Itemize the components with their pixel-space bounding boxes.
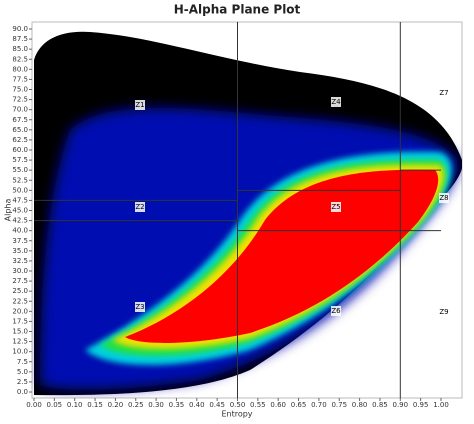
y-tick-label: 32.5 xyxy=(12,257,28,265)
zone-label: Z6 xyxy=(331,307,341,315)
y-tick-label: 12.5 xyxy=(12,338,28,346)
y-tick-label: 7.5 xyxy=(17,358,28,366)
zone-label: Z1 xyxy=(135,101,144,109)
y-tick-label: 55.0 xyxy=(12,166,28,174)
zone-label-bg xyxy=(439,193,449,203)
y-tick-label: 90.0 xyxy=(12,25,28,33)
x-tick-label: 1.00 xyxy=(433,401,449,409)
zone-label-bg xyxy=(331,202,341,212)
y-tick-label: 65.0 xyxy=(12,126,28,134)
x-tick-label: 0.40 xyxy=(189,401,205,409)
y-tick-label: 0.0 xyxy=(17,388,28,396)
x-tick-label: 0.95 xyxy=(413,401,429,409)
y-tick-label: 82.5 xyxy=(12,55,28,63)
x-tick-label: 0.45 xyxy=(209,401,225,409)
x-tick-label: 0.90 xyxy=(393,401,409,409)
zone-label-bg xyxy=(331,97,341,107)
x-tick-label: 0.15 xyxy=(87,401,103,409)
y-tick-label: 35.0 xyxy=(12,247,28,255)
x-tick-label: 0.50 xyxy=(230,401,246,409)
y-tick-label: 15.0 xyxy=(12,328,28,336)
y-tick-label: 20.0 xyxy=(12,307,28,315)
zone-label: Z3 xyxy=(135,303,144,311)
x-axis-label: Entropy xyxy=(221,410,252,419)
x-tick-label: 0.85 xyxy=(372,401,388,409)
density-red xyxy=(125,169,439,343)
x-tick-label: 0.20 xyxy=(108,401,124,409)
x-tick-label: 0.00 xyxy=(26,401,42,409)
zone-label-bg xyxy=(331,306,341,316)
x-tick-label: 0.30 xyxy=(148,401,164,409)
x-tick-label: 0.80 xyxy=(352,401,368,409)
y-tick-label: 42.5 xyxy=(12,217,28,225)
y-tick-label: 40.0 xyxy=(12,227,28,235)
chart-title: H-Alpha Plane Plot xyxy=(174,3,301,17)
x-tick-label: 0.60 xyxy=(270,401,286,409)
y-tick-label: 27.5 xyxy=(12,277,28,285)
x-tick-label: 0.70 xyxy=(311,401,327,409)
x-tick-label: 0.10 xyxy=(67,401,83,409)
zone-label: Z7 xyxy=(439,89,448,97)
y-tick-label: 47.5 xyxy=(12,196,28,204)
y-tick-label: 87.5 xyxy=(12,35,28,43)
zone-label-bg xyxy=(439,307,449,317)
y-tick-label: 85.0 xyxy=(12,45,28,53)
y-tick-label: 57.5 xyxy=(12,156,28,164)
zone-label-bg xyxy=(135,100,145,110)
y-tick-label: 45.0 xyxy=(12,207,28,215)
zone-label-bg xyxy=(135,202,145,212)
y-tick-label: 50.0 xyxy=(12,186,28,194)
y-tick-label: 5.0 xyxy=(17,368,28,376)
y-tick-label: 30.0 xyxy=(12,267,28,275)
zone-label-bg xyxy=(135,302,145,312)
y-tick-label: 67.5 xyxy=(12,116,28,124)
y-axis-label: Alpha xyxy=(4,199,13,222)
y-tick-label: 25.0 xyxy=(12,287,28,295)
y-tick-label: 22.5 xyxy=(12,297,28,305)
y-tick-label: 70.0 xyxy=(12,106,28,114)
x-tick-label: 0.65 xyxy=(291,401,307,409)
y-tick-label: 2.5 xyxy=(17,378,28,386)
y-tick-label: 72.5 xyxy=(12,96,28,104)
zone-label: Z5 xyxy=(331,203,340,211)
y-tick-label: 80.0 xyxy=(12,65,28,73)
x-tick-label: 0.25 xyxy=(128,401,144,409)
y-tick-label: 77.5 xyxy=(12,75,28,83)
zone-label: Z9 xyxy=(439,308,448,316)
y-tick-label: 10.0 xyxy=(12,348,28,356)
zone-label: Z2 xyxy=(135,203,144,211)
y-tick-label: 52.5 xyxy=(12,176,28,184)
y-tick-label: 37.5 xyxy=(12,237,28,245)
y-tick-label: 62.5 xyxy=(12,136,28,144)
zone-label-bg xyxy=(439,88,449,98)
y-tick-label: 60.0 xyxy=(12,146,28,154)
x-tick-label: 0.55 xyxy=(250,401,266,409)
x-tick-label: 0.35 xyxy=(169,401,185,409)
zone-label: Z8 xyxy=(439,194,448,202)
zone-label: Z4 xyxy=(331,98,341,106)
y-tick-label: 17.5 xyxy=(12,317,28,325)
y-tick-label: 75.0 xyxy=(12,86,28,94)
x-tick-label: 0.05 xyxy=(47,401,63,409)
x-tick-label: 0.75 xyxy=(331,401,347,409)
